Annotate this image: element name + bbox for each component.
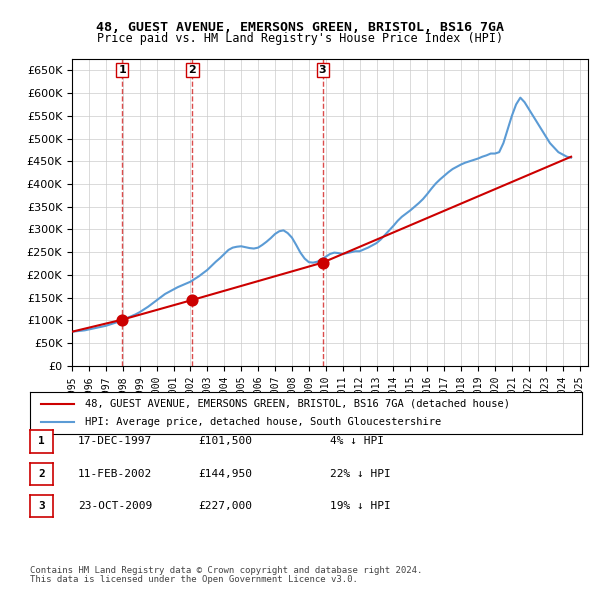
Text: This data is licensed under the Open Government Licence v3.0.: This data is licensed under the Open Gov… (30, 575, 358, 584)
Text: 1: 1 (118, 65, 126, 75)
Point (318, 258, 328, 267)
Text: 48, GUEST AVENUE, EMERSONS GREEN, BRISTOL, BS16 7GA (detached house): 48, GUEST AVENUE, EMERSONS GREEN, BRISTO… (85, 399, 510, 409)
Text: 19% ↓ HPI: 19% ↓ HPI (330, 502, 391, 511)
Text: 3: 3 (38, 502, 45, 511)
Text: 23-OCT-2009: 23-OCT-2009 (78, 502, 152, 511)
Point (117, 315, 127, 324)
Text: 11-FEB-2002: 11-FEB-2002 (78, 469, 152, 478)
Text: 2: 2 (38, 469, 45, 478)
Text: 22% ↓ HPI: 22% ↓ HPI (330, 469, 391, 478)
Text: 4% ↓ HPI: 4% ↓ HPI (330, 437, 384, 446)
Text: £227,000: £227,000 (198, 502, 252, 511)
Text: 48, GUEST AVENUE, EMERSONS GREEN, BRISTOL, BS16 7GA: 48, GUEST AVENUE, EMERSONS GREEN, BRISTO… (96, 21, 504, 34)
Point (188, 295, 197, 304)
Text: HPI: Average price, detached house, South Gloucestershire: HPI: Average price, detached house, Sout… (85, 417, 442, 427)
Text: Contains HM Land Registry data © Crown copyright and database right 2024.: Contains HM Land Registry data © Crown c… (30, 566, 422, 575)
Text: 17-DEC-1997: 17-DEC-1997 (78, 437, 152, 446)
Text: Price paid vs. HM Land Registry's House Price Index (HPI): Price paid vs. HM Land Registry's House … (97, 32, 503, 45)
Text: 1: 1 (38, 437, 45, 446)
Text: 3: 3 (319, 65, 326, 75)
Text: 2: 2 (188, 65, 196, 75)
Text: £144,950: £144,950 (198, 469, 252, 478)
Text: £101,500: £101,500 (198, 437, 252, 446)
